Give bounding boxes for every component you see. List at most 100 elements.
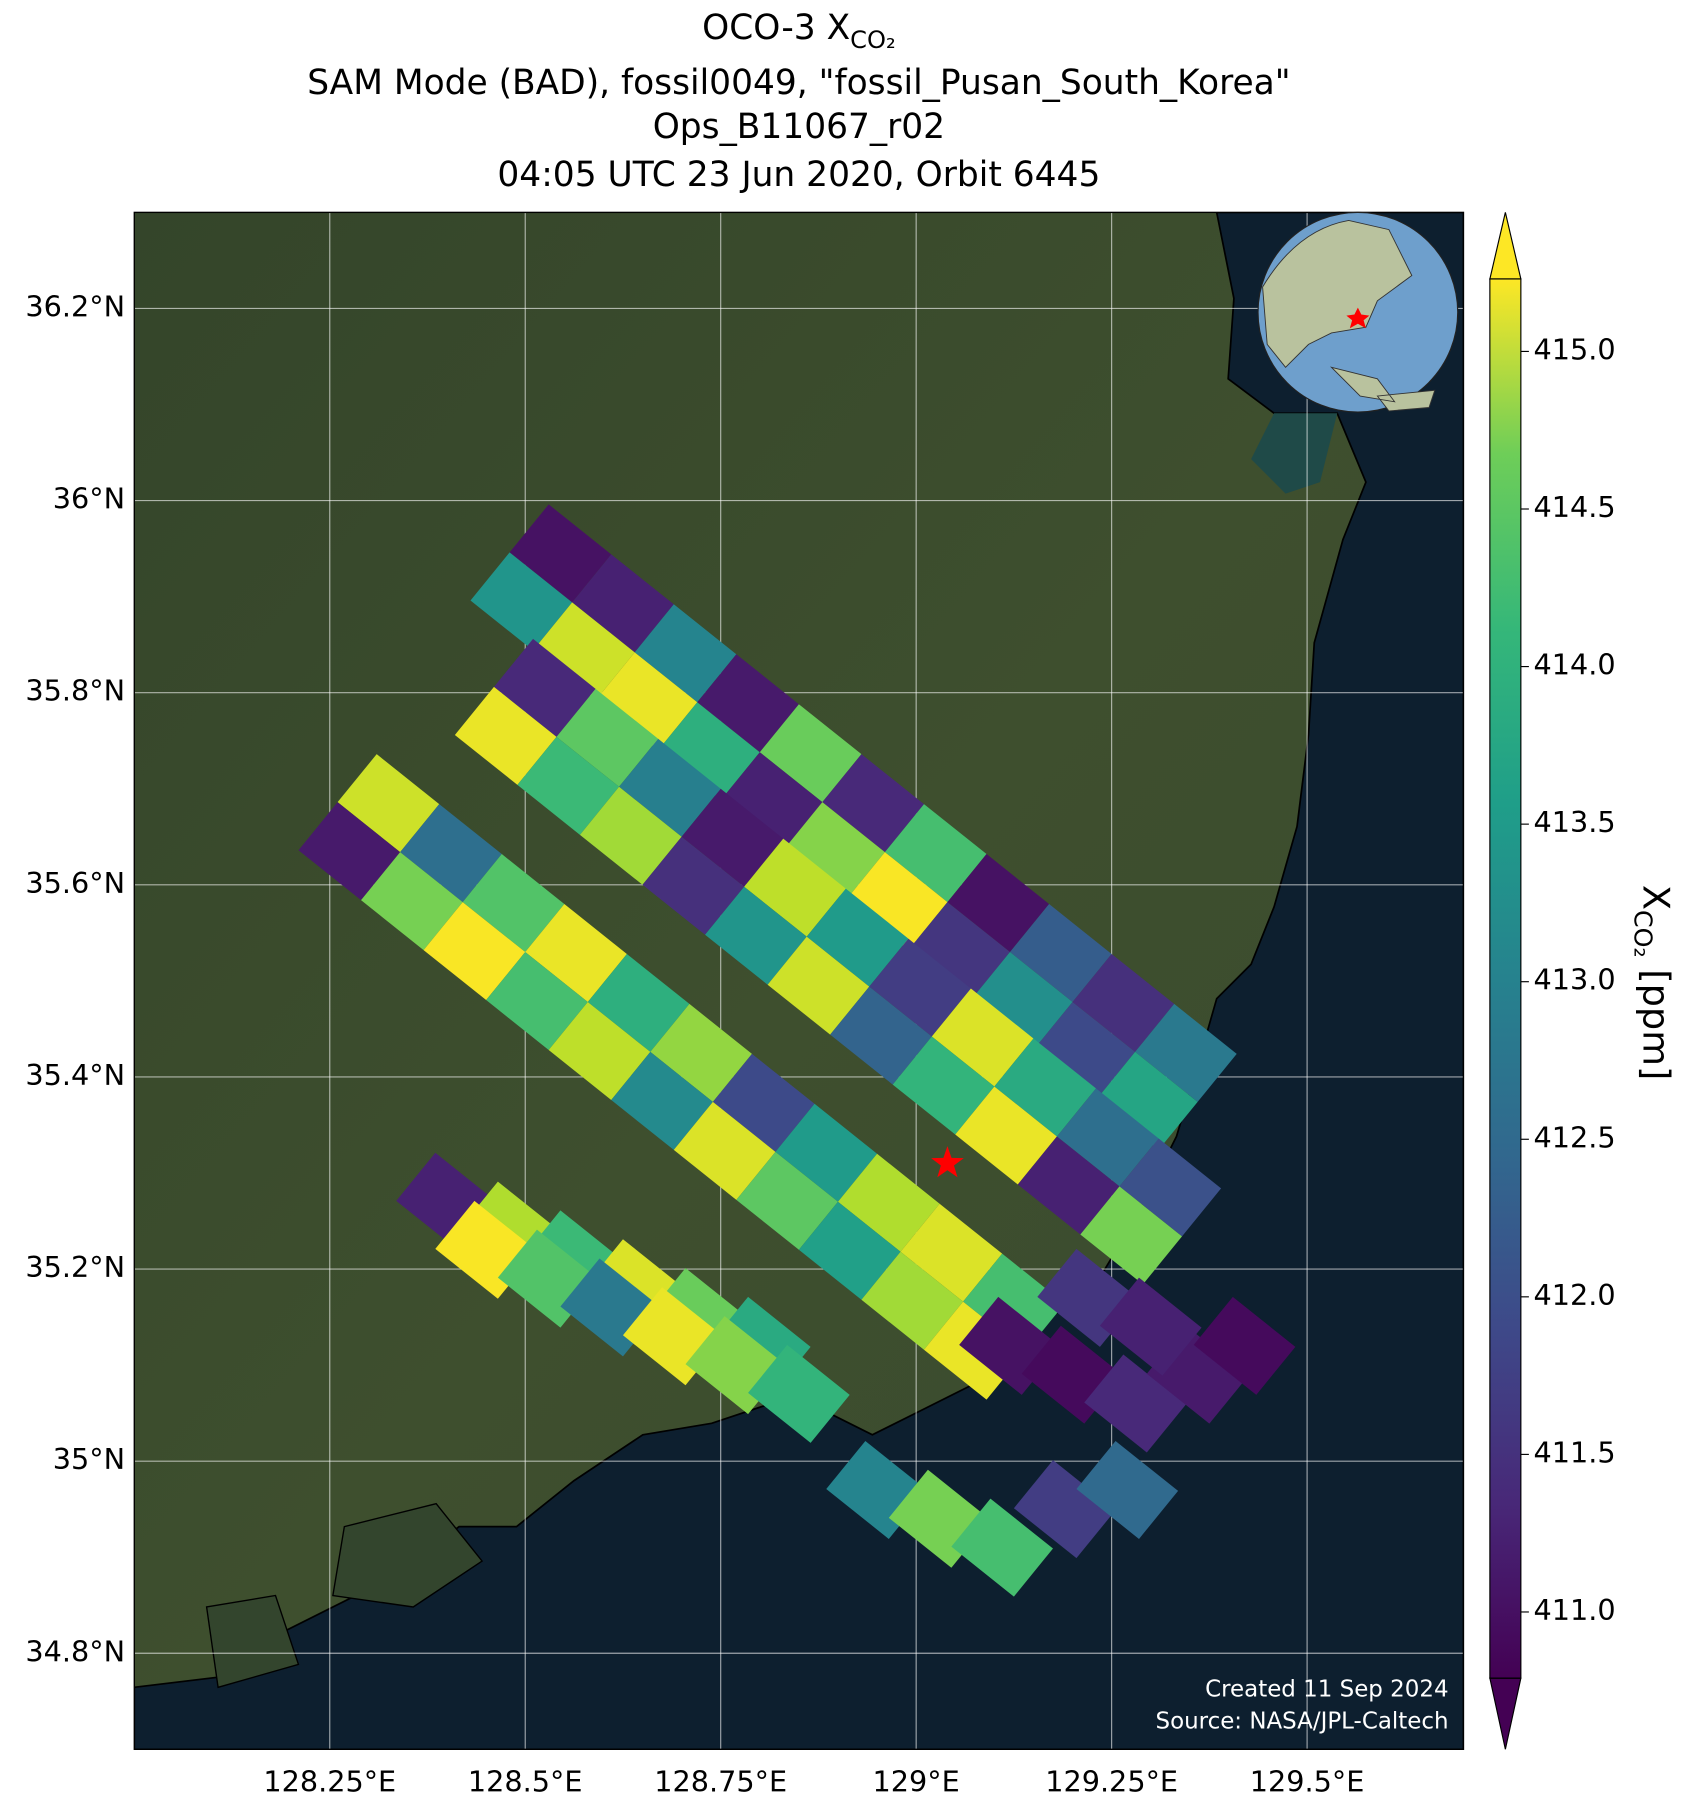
- footprint: [767, 936, 870, 1035]
- title-subscript: CO₂: [850, 26, 895, 54]
- footprint: [1099, 1277, 1202, 1376]
- x-tick-label: 128.5°E: [468, 1765, 583, 1799]
- colorbar-tick-label: 413.5: [1533, 805, 1615, 839]
- y-tick-label: 35.2°N: [25, 1250, 125, 1284]
- y-tick-label: 36°N: [53, 482, 125, 516]
- footprint: [462, 854, 565, 953]
- label-subscript: CO₂: [1628, 910, 1657, 958]
- island: [205, 1502, 484, 1689]
- colorbar-tick-label: 411.0: [1533, 1593, 1615, 1627]
- title-text: OCO-3 X: [702, 8, 850, 48]
- footprint: [400, 804, 502, 903]
- footprint: [963, 1253, 1065, 1352]
- footprint: [1017, 1136, 1120, 1235]
- x-tick-label: 129.25°E: [1045, 1765, 1178, 1799]
- footprint: [1084, 1354, 1186, 1453]
- colorbar-tick-label: 415.0: [1533, 332, 1615, 366]
- footprint: [1076, 1440, 1179, 1539]
- x-tick-label: 129°E: [873, 1765, 960, 1799]
- footprint: [775, 1103, 878, 1202]
- footprint: [869, 938, 971, 1037]
- footprint: [783, 802, 885, 901]
- colorbar-extend-max: [1489, 212, 1522, 280]
- credit: Created 11 Sep 2024: [1205, 1677, 1448, 1703]
- bay: [1251, 413, 1338, 494]
- footprint: [509, 504, 612, 603]
- colorbar-tick-label: 414.5: [1533, 490, 1615, 524]
- footprint: [1013, 1460, 1116, 1559]
- x-tick-label: 128.25°E: [263, 1765, 396, 1799]
- footprint: [830, 986, 932, 1085]
- footprint: [994, 1038, 1096, 1137]
- footprint: [1009, 904, 1112, 1002]
- footprint: [931, 988, 1034, 1087]
- footprint: [681, 788, 784, 887]
- footprint: [337, 754, 440, 853]
- footprint: [884, 804, 987, 903]
- footprint: [1072, 953, 1175, 1052]
- footprint: [748, 1344, 850, 1443]
- colorbar-tick-label: 414.0: [1533, 648, 1615, 682]
- colorbar-frame: [1489, 278, 1522, 1679]
- footprint: [548, 1001, 651, 1100]
- footprint: [1080, 1186, 1182, 1285]
- y-tick-label: 35°N: [53, 1442, 125, 1476]
- footprint: [759, 704, 862, 803]
- y-tick-label: 34.8°N: [25, 1634, 125, 1668]
- footprint: [744, 838, 846, 937]
- x-tick-label: 128.75°E: [654, 1765, 787, 1799]
- footprint: [587, 953, 690, 1052]
- footprint: [892, 1036, 995, 1135]
- continent: [1262, 219, 1413, 369]
- footprint: [1193, 1296, 1296, 1395]
- footprint: [712, 1053, 815, 1152]
- footprint: [736, 1151, 838, 1250]
- y-tick-label: 36.2°N: [25, 289, 125, 323]
- globe-star: [1346, 307, 1370, 329]
- subtitle: 04:05 UTC 23 Jun 2020, Orbit 6445: [497, 155, 1100, 195]
- footprint: [861, 1251, 964, 1350]
- globe-inset: [1257, 211, 1459, 413]
- colorbar-tick-label: 412.0: [1533, 1278, 1615, 1312]
- footprint: [837, 1153, 940, 1252]
- y-tick-label: 35.6°N: [25, 866, 125, 900]
- y-tick-label: 35.8°N: [25, 674, 125, 708]
- colorbar-ticks: 411.0 411.5 412.0 412.5 413.0 413.5 414.0 414.5…: [1520, 332, 1616, 1627]
- colorbar-label: XCO₂ [ppm]: [1628, 885, 1677, 1081]
- footprint: [970, 952, 1073, 1051]
- footprint: [595, 652, 698, 751]
- footprint: [298, 802, 401, 901]
- footprint: [951, 1498, 1053, 1597]
- footprint: [650, 1003, 752, 1102]
- footprint: [517, 736, 620, 835]
- footprint: [533, 602, 635, 701]
- footprint: [493, 638, 596, 737]
- footprint: [454, 686, 557, 785]
- footprint: [486, 952, 588, 1051]
- footprint: [673, 1101, 776, 1200]
- y-tick-label: 35.4°N: [25, 1058, 125, 1092]
- footprint: [423, 902, 526, 1001]
- colorbar-tick-label: 411.5: [1533, 1435, 1615, 1469]
- footprint: [720, 752, 823, 851]
- footprint: [470, 552, 573, 651]
- map: [134, 212, 1464, 1750]
- footprints: [298, 504, 1296, 1597]
- footprint: [1135, 1003, 1237, 1102]
- footprint: [611, 1051, 713, 1150]
- footprint: [642, 836, 745, 935]
- footprint: [822, 754, 924, 853]
- colorbar-extend-min: [1489, 1677, 1522, 1750]
- chart-title: OCO-3 XCO₂: [702, 8, 895, 54]
- subtitle: Ops_B11067_r02: [653, 107, 945, 147]
- colorbar: [1489, 278, 1521, 1679]
- colorbar-tick-label: 412.5: [1533, 1120, 1615, 1154]
- footprint: [845, 852, 948, 951]
- footprint: [619, 738, 721, 837]
- footprint: [579, 786, 682, 885]
- credit: Source: NASA/JPL-Caltech: [1156, 1709, 1449, 1735]
- footprint: [361, 852, 463, 951]
- footprint: [1119, 1138, 1222, 1237]
- footprint: [806, 888, 909, 987]
